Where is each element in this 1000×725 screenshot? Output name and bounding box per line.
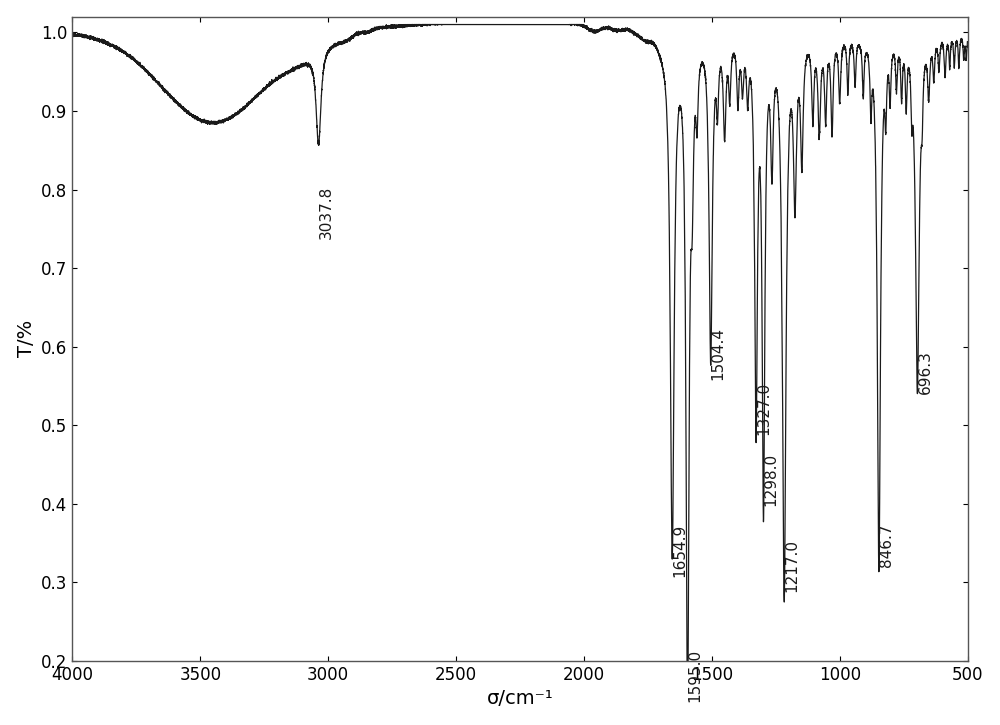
Text: 1595.0: 1595.0: [688, 649, 703, 703]
Text: 696.3: 696.3: [917, 351, 932, 394]
Text: 3037.8: 3037.8: [319, 186, 334, 239]
X-axis label: σ/cm⁻¹: σ/cm⁻¹: [487, 689, 553, 708]
Text: 1654.9: 1654.9: [672, 523, 687, 576]
Text: 1298.0: 1298.0: [763, 452, 778, 506]
Text: 1504.4: 1504.4: [711, 327, 726, 380]
Text: 846.7: 846.7: [879, 523, 894, 567]
Text: 1327.0: 1327.0: [756, 382, 771, 435]
Text: 1217.0: 1217.0: [784, 539, 799, 592]
Y-axis label: T/%: T/%: [17, 320, 36, 357]
